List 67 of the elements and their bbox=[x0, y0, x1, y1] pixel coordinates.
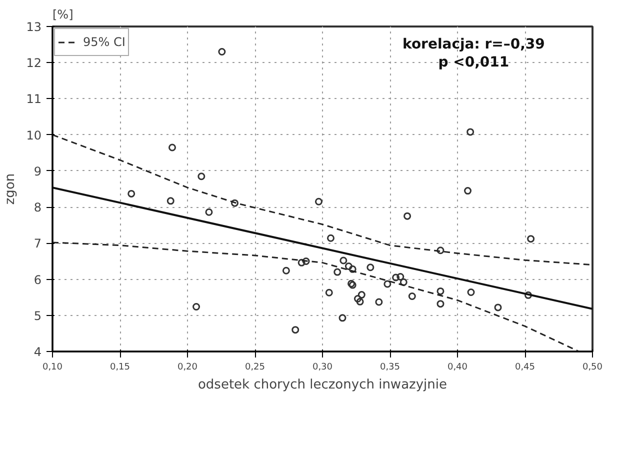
y-tick-label: 11 bbox=[26, 92, 42, 106]
point bbox=[198, 172, 206, 180]
point bbox=[292, 326, 300, 334]
y-tick-label: 5 bbox=[34, 308, 42, 323]
point bbox=[205, 208, 213, 216]
point bbox=[166, 197, 174, 205]
point bbox=[326, 234, 334, 242]
point bbox=[384, 280, 392, 288]
point bbox=[408, 292, 416, 300]
point bbox=[348, 265, 356, 273]
x-tick-label: 0,35 bbox=[380, 362, 400, 372]
point bbox=[325, 288, 333, 296]
point bbox=[366, 264, 374, 272]
point bbox=[400, 278, 408, 286]
y-tick-label: 8 bbox=[34, 200, 42, 215]
y-tick-label: 6 bbox=[34, 272, 42, 287]
point bbox=[282, 266, 290, 274]
point bbox=[168, 144, 176, 152]
annotation: korelacja: r=–0,39 bbox=[402, 36, 545, 52]
point bbox=[375, 298, 383, 306]
line-series bbox=[52, 242, 580, 352]
point bbox=[128, 190, 136, 198]
x-tick-label: 0,50 bbox=[582, 362, 603, 372]
point bbox=[334, 268, 342, 276]
line-series bbox=[52, 134, 592, 266]
point bbox=[344, 262, 352, 270]
x-tick-label: 0,25 bbox=[244, 362, 266, 372]
legend-label: 95% CI bbox=[83, 35, 126, 49]
point bbox=[302, 257, 310, 265]
y-tick-label: 12 bbox=[26, 56, 42, 70]
point bbox=[494, 304, 502, 312]
point bbox=[436, 287, 444, 295]
x-tick-label: 0,40 bbox=[447, 362, 468, 372]
point bbox=[314, 198, 322, 206]
point bbox=[354, 295, 362, 303]
point bbox=[231, 199, 238, 207]
y-axis-title: zgon bbox=[3, 173, 18, 205]
point bbox=[218, 48, 226, 56]
point bbox=[466, 128, 474, 136]
point bbox=[467, 288, 475, 296]
x-tick-label: 0,45 bbox=[514, 362, 536, 372]
point bbox=[527, 235, 535, 243]
y-tick-label: 9 bbox=[34, 164, 42, 178]
point bbox=[356, 298, 364, 306]
point bbox=[436, 246, 444, 254]
y-tick-label: 10 bbox=[26, 128, 42, 142]
point bbox=[192, 302, 200, 310]
x-tick-label: 0,15 bbox=[110, 362, 130, 372]
annotation: p <0,011 bbox=[438, 54, 510, 70]
point bbox=[358, 291, 366, 299]
text: [%] bbox=[52, 8, 74, 22]
y-tick-label: 7 bbox=[34, 236, 42, 251]
point bbox=[396, 273, 404, 280]
point bbox=[338, 314, 346, 322]
x-axis-title: odsetek chorych leczonych inwazyjnie bbox=[198, 378, 448, 392]
x-tick-label: 0,10 bbox=[42, 362, 63, 372]
point bbox=[298, 258, 306, 266]
y-tick-label: 13 bbox=[26, 20, 42, 34]
point bbox=[436, 300, 444, 308]
x-tick-label: 0,20 bbox=[177, 362, 198, 372]
point bbox=[524, 291, 532, 299]
point bbox=[392, 274, 400, 282]
point bbox=[464, 187, 472, 195]
point bbox=[404, 212, 412, 220]
x-tick-label: 0,30 bbox=[312, 362, 333, 372]
y-tick-label: 4 bbox=[34, 345, 42, 359]
point bbox=[340, 256, 348, 264]
